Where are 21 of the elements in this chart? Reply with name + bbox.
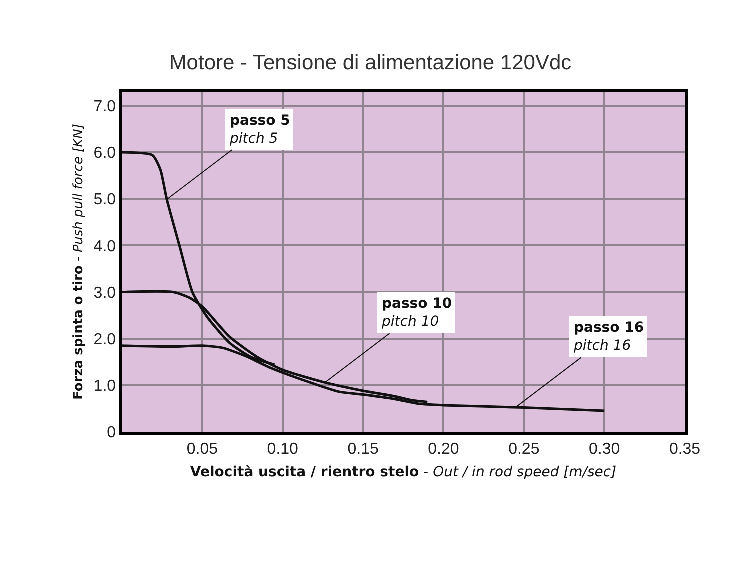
x-tick-label: 0.05 (186, 440, 218, 458)
y-tick-label: 2.0 (94, 331, 116, 348)
x-tick-label: 0.30 (589, 440, 620, 458)
x-tick-label: 0.15 (348, 440, 379, 458)
annotation: passo 16 pitch 16 (573, 320, 644, 354)
y-tick-label: 3.0 (94, 284, 116, 302)
y-axis-title: Forza spinta o tiro - Push pull force [KN] (72, 124, 87, 400)
y-tick-label: 4.0 (94, 238, 116, 256)
annotation: passo 10 pitch 10 (381, 296, 452, 330)
y-tick-label: 7.0 (94, 98, 116, 116)
chart-title: Motore - Tensione di alimentazione 120Vdc (169, 51, 572, 74)
x-tick-label: 0.25 (508, 440, 540, 458)
x-tick-label: 0.35 (669, 440, 701, 458)
x-tick-label: 0.10 (267, 440, 299, 458)
x-tick-label: 0.20 (428, 440, 460, 458)
y-tick-label: 0 (107, 424, 116, 442)
y-tick-label: 1.0 (94, 378, 116, 396)
y-tick-label: 5.0 (94, 192, 116, 209)
annotation: passo 5 pitch 5 (229, 113, 290, 148)
y-tick-label: 6.0 (94, 145, 116, 162)
x-axis-title: Velocità uscita / rientro stelo - Out / in rod speed [m/sec] (190, 464, 617, 480)
